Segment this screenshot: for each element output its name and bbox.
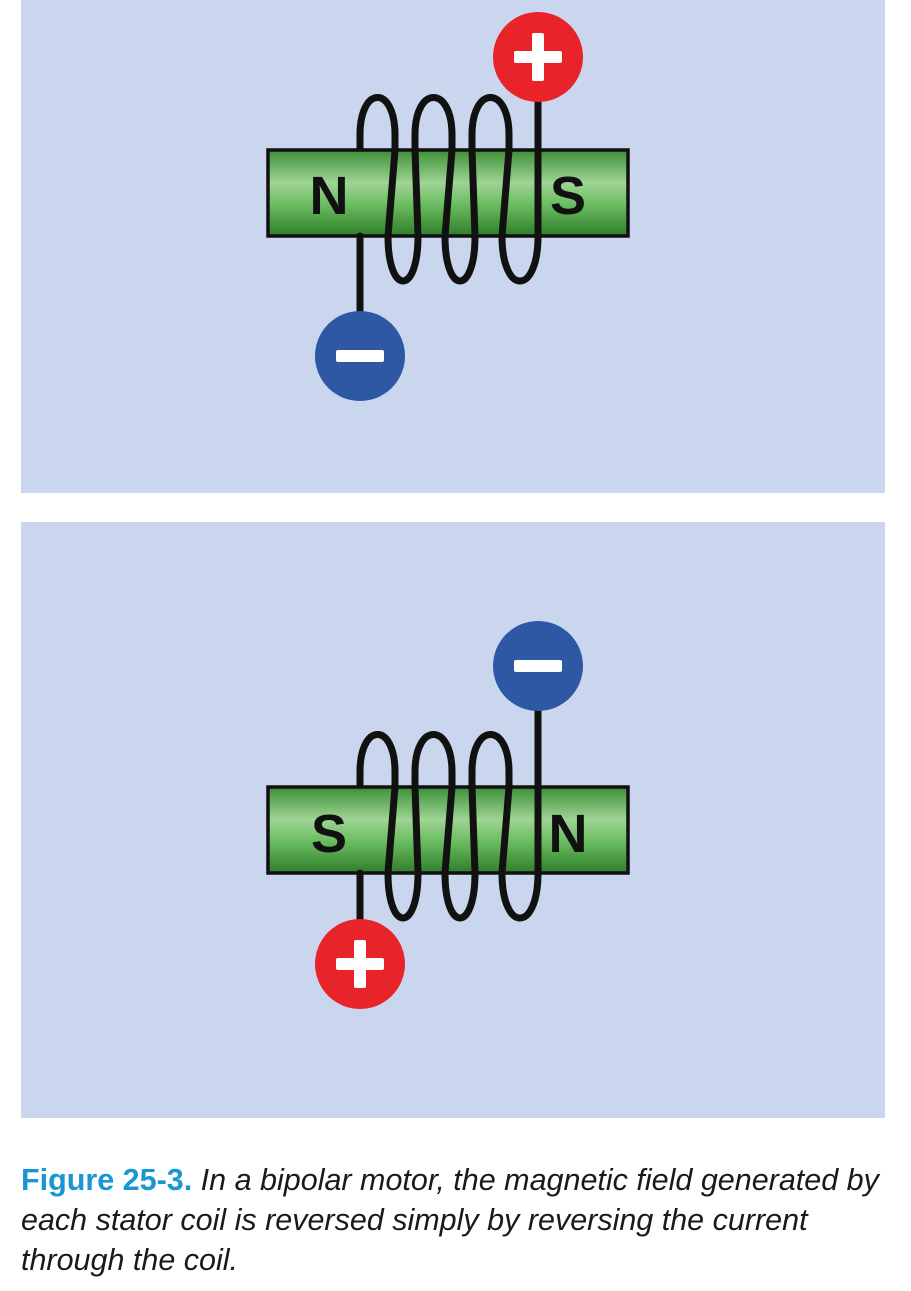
coil-front-loops [356, 783, 542, 934]
negative-terminal [493, 621, 583, 711]
coil-back-loops [356, 94, 542, 240]
diagram-panel-bottom: S N [21, 522, 885, 1118]
figure-caption-text: In a bipolar motor, the magnetic field g… [21, 1163, 879, 1277]
coil-back-loops [356, 701, 542, 877]
pole-label-left: N [310, 166, 349, 226]
figure-label: Figure 25-3. [21, 1163, 193, 1197]
pole-label-right: S [550, 166, 586, 226]
minus-icon [514, 660, 562, 672]
positive-terminal [493, 12, 583, 102]
pole-label-right: N [549, 804, 588, 864]
figure-caption: Figure 25-3. In a bipolar motor, the mag… [21, 1160, 891, 1280]
plus-icon [336, 940, 384, 988]
minus-icon [336, 350, 384, 362]
plus-icon [514, 33, 562, 81]
pole-label-left: S [311, 804, 347, 864]
positive-terminal [315, 919, 405, 1009]
coil-front-loops [356, 146, 542, 324]
panel-background [21, 0, 885, 493]
negative-terminal [315, 311, 405, 401]
diagram-panel-top: N S [21, 0, 885, 493]
